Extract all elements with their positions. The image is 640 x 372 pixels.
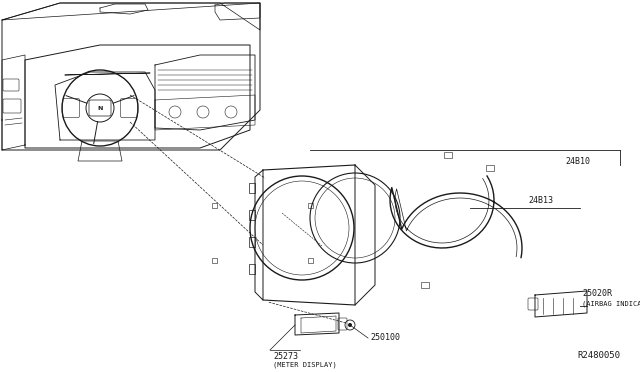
Text: (METER DISPLAY): (METER DISPLAY) bbox=[273, 362, 337, 369]
Text: 24B10: 24B10 bbox=[565, 157, 590, 167]
Bar bbox=[308, 258, 312, 263]
Text: (AIRBAG INDICATOR): (AIRBAG INDICATOR) bbox=[582, 301, 640, 307]
Text: 25273: 25273 bbox=[273, 352, 298, 361]
Bar bbox=[308, 203, 312, 208]
Bar bbox=[212, 258, 218, 263]
Text: R2480050: R2480050 bbox=[577, 351, 620, 360]
Bar bbox=[421, 282, 429, 288]
Bar bbox=[249, 183, 255, 193]
Bar bbox=[249, 264, 255, 274]
Bar bbox=[249, 210, 255, 220]
Text: 24B13: 24B13 bbox=[528, 196, 553, 205]
Text: 250100: 250100 bbox=[370, 334, 400, 343]
Text: N: N bbox=[97, 106, 102, 110]
Text: 25020R: 25020R bbox=[582, 289, 612, 298]
Bar bbox=[486, 165, 494, 171]
Bar bbox=[212, 203, 218, 208]
Bar bbox=[249, 237, 255, 247]
Circle shape bbox=[348, 323, 352, 327]
Bar bbox=[444, 152, 452, 158]
